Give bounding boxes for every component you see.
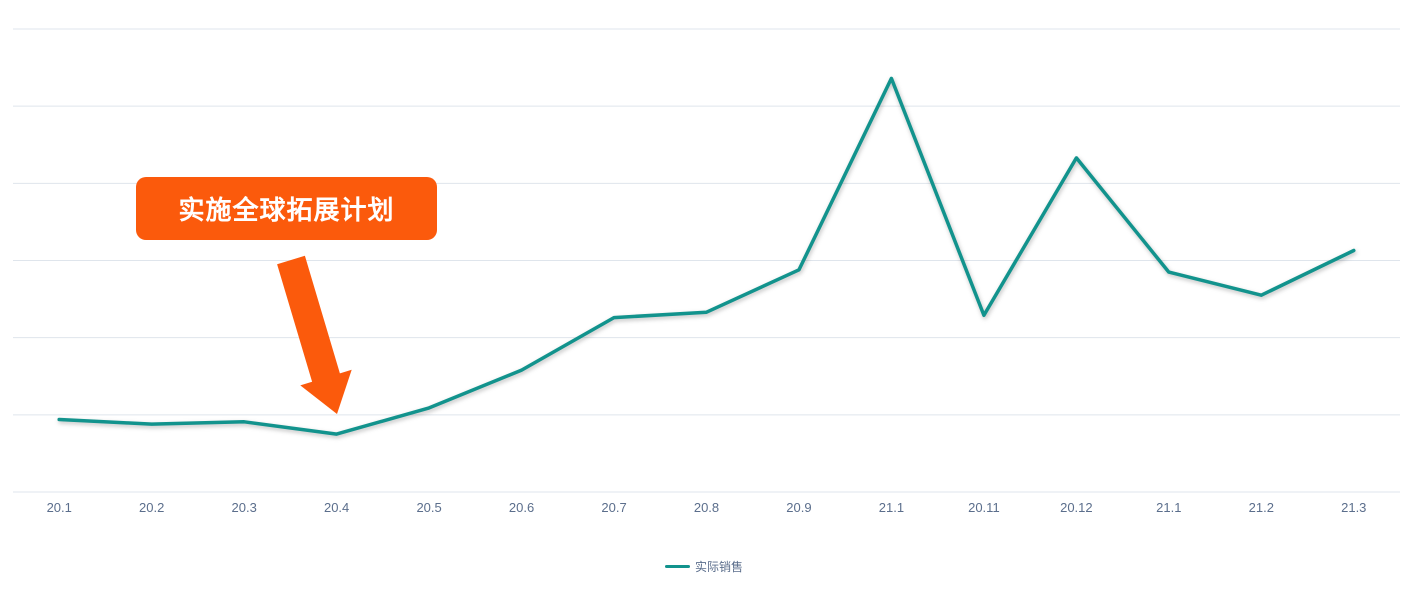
x-axis-tick-label: 21.2 — [1248, 500, 1274, 515]
x-axis-tick-label: 20.3 — [231, 500, 257, 515]
x-axis-tick-label: 20.2 — [139, 500, 165, 515]
x-axis-tick-label: 20.6 — [508, 500, 535, 515]
x-axis-tick-label: 20.11 — [968, 500, 1000, 515]
x-axis-tick-label: 20.7 — [601, 500, 627, 515]
annotation-callout: 实施全球拓展计划 — [136, 177, 437, 240]
x-axis-tick-label: 20.8 — [693, 500, 720, 515]
legend-series-label: 实际销售 — [694, 560, 743, 574]
annotation-callout-label: 实施全球拓展计划 — [178, 195, 395, 225]
x-axis-tick-label: 20.12 — [1060, 500, 1093, 515]
x-axis-tick-label: 21.1 — [878, 500, 905, 515]
chart-legend[interactable]: 实际销售 — [0, 558, 1408, 575]
x-axis-tick-label: 20.4 — [323, 500, 350, 515]
x-axis-tick-label: 21.1 — [1156, 500, 1182, 515]
x-axis-tick-label: 20.5 — [416, 500, 442, 515]
x-axis-labels: 20.1 20.2 20.3 20.4 20.5 20.6 20.7 20.8 20.9 21.1… — [0, 500, 1408, 520]
x-axis-tick-label: 20.1 — [46, 500, 72, 515]
x-axis-tick-label: 21.3 — [1341, 500, 1367, 515]
actual-sales-line-series[interactable] — [57, 76, 1356, 436]
x-axis-tick-label: 20.9 — [786, 500, 812, 515]
legend-line-swatch-icon — [664, 565, 690, 568]
